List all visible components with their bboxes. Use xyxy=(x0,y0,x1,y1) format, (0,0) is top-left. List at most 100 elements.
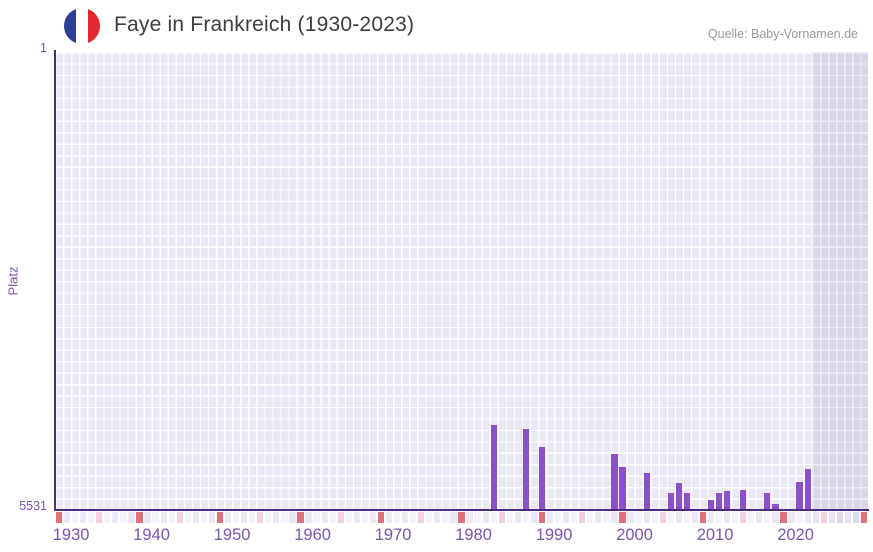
strip-cell xyxy=(812,512,819,523)
strip-cell xyxy=(321,512,328,523)
france-flag-icon xyxy=(64,8,100,44)
strip-cell xyxy=(353,512,360,523)
bar-2013[interactable] xyxy=(740,489,747,510)
strip-cell xyxy=(490,512,497,523)
strip-cell xyxy=(305,512,312,523)
strip-cell xyxy=(402,512,409,523)
strip-cell xyxy=(216,512,224,523)
strip-cell xyxy=(120,512,127,523)
strip-cell xyxy=(820,512,827,523)
strip-cell xyxy=(393,512,401,523)
x-axis-tick-2010: 2010 xyxy=(696,526,734,544)
strip-cell xyxy=(554,512,562,523)
y-axis-max-label: 1 xyxy=(40,41,47,55)
x-axis-tick-1950: 1950 xyxy=(213,526,251,544)
strip-cell xyxy=(627,512,634,523)
strip-cell xyxy=(740,512,747,523)
y-axis-line xyxy=(53,50,56,511)
strip-cell xyxy=(71,512,79,523)
strip-cell xyxy=(88,512,95,523)
x-axis-tick-1990: 1990 xyxy=(535,526,573,544)
x-axis-tick-2000: 2000 xyxy=(616,526,653,544)
strip-cell xyxy=(136,512,143,523)
strip-cell xyxy=(128,512,135,523)
bar-1982[interactable] xyxy=(490,424,497,510)
bar-2001[interactable] xyxy=(643,472,650,510)
strip-cell xyxy=(232,512,240,523)
strip-cell xyxy=(611,512,618,523)
x-axis-tick-1970: 1970 xyxy=(374,526,412,544)
strip-cell xyxy=(538,512,546,523)
strip-cell xyxy=(144,512,151,523)
strip-cell xyxy=(659,512,666,523)
strip-cell xyxy=(450,512,457,523)
bar-2011[interactable] xyxy=(724,490,731,510)
bar-2004[interactable] xyxy=(667,492,674,510)
strip-cell xyxy=(281,512,288,523)
strip-cell xyxy=(498,512,505,523)
bar-2009[interactable] xyxy=(707,499,715,510)
strip-cell xyxy=(530,512,538,523)
strip-cell xyxy=(474,512,481,523)
strip-cell xyxy=(80,512,87,523)
strip-cell xyxy=(466,512,473,523)
bar-2021[interactable] xyxy=(804,468,811,510)
strip-cell xyxy=(385,512,393,523)
strip-cell xyxy=(506,512,513,523)
bar-2010[interactable] xyxy=(715,492,723,510)
strip-cell xyxy=(249,512,256,523)
strip-cell xyxy=(603,512,610,523)
plot-area xyxy=(55,52,868,510)
strip-cell xyxy=(724,512,731,523)
strip-cell xyxy=(442,512,449,523)
strip-cell xyxy=(651,512,658,523)
x-axis-line xyxy=(53,508,869,511)
strip-cell xyxy=(619,512,626,523)
strip-cell xyxy=(224,512,232,523)
strip-cell xyxy=(514,512,521,523)
strip-cell xyxy=(192,512,199,523)
bar-1998[interactable] xyxy=(619,466,626,510)
bar-2006[interactable] xyxy=(683,492,690,510)
shaded-region xyxy=(811,52,868,510)
bottom-strip xyxy=(55,512,868,523)
strip-cell xyxy=(377,512,385,523)
strip-cell xyxy=(289,512,296,523)
strip-cell xyxy=(434,512,441,523)
strip-cell xyxy=(458,512,465,523)
strip-cell xyxy=(160,512,167,523)
strip-cell xyxy=(241,512,248,523)
x-axis-tick-1980: 1980 xyxy=(455,526,492,544)
strip-cell xyxy=(796,512,803,523)
bar-1988[interactable] xyxy=(538,446,546,510)
strip-cell xyxy=(571,512,578,523)
bar-1997[interactable] xyxy=(611,453,618,510)
strip-cell xyxy=(329,512,336,523)
strip-cell xyxy=(772,512,779,523)
strip-cell xyxy=(152,512,159,523)
strip-cell xyxy=(184,512,191,523)
strip-cell xyxy=(55,512,63,523)
strip-cell xyxy=(426,512,433,523)
strip-cell xyxy=(176,512,183,523)
x-axis-tick-1930: 1930 xyxy=(52,526,90,544)
strip-cell xyxy=(546,512,554,523)
bar-2020[interactable] xyxy=(796,481,803,510)
strip-cell xyxy=(313,512,320,523)
strip-cell xyxy=(860,512,868,523)
strip-cell xyxy=(635,512,642,523)
bar-1986[interactable] xyxy=(522,428,529,510)
chart-title: Faye in Frankreich (1930-2023) xyxy=(114,13,415,36)
strip-cell xyxy=(675,512,682,523)
strip-cell xyxy=(361,512,368,523)
strip-cell xyxy=(265,512,272,523)
strip-cell xyxy=(345,512,352,523)
strip-cell xyxy=(104,512,111,523)
x-axis-tick-2020: 2020 xyxy=(777,526,814,544)
strip-cell xyxy=(804,512,811,523)
bar-2017[interactable] xyxy=(772,503,779,510)
bar-2005[interactable] xyxy=(675,482,682,510)
strip-cell xyxy=(563,512,570,523)
bar-2016[interactable] xyxy=(764,492,771,510)
